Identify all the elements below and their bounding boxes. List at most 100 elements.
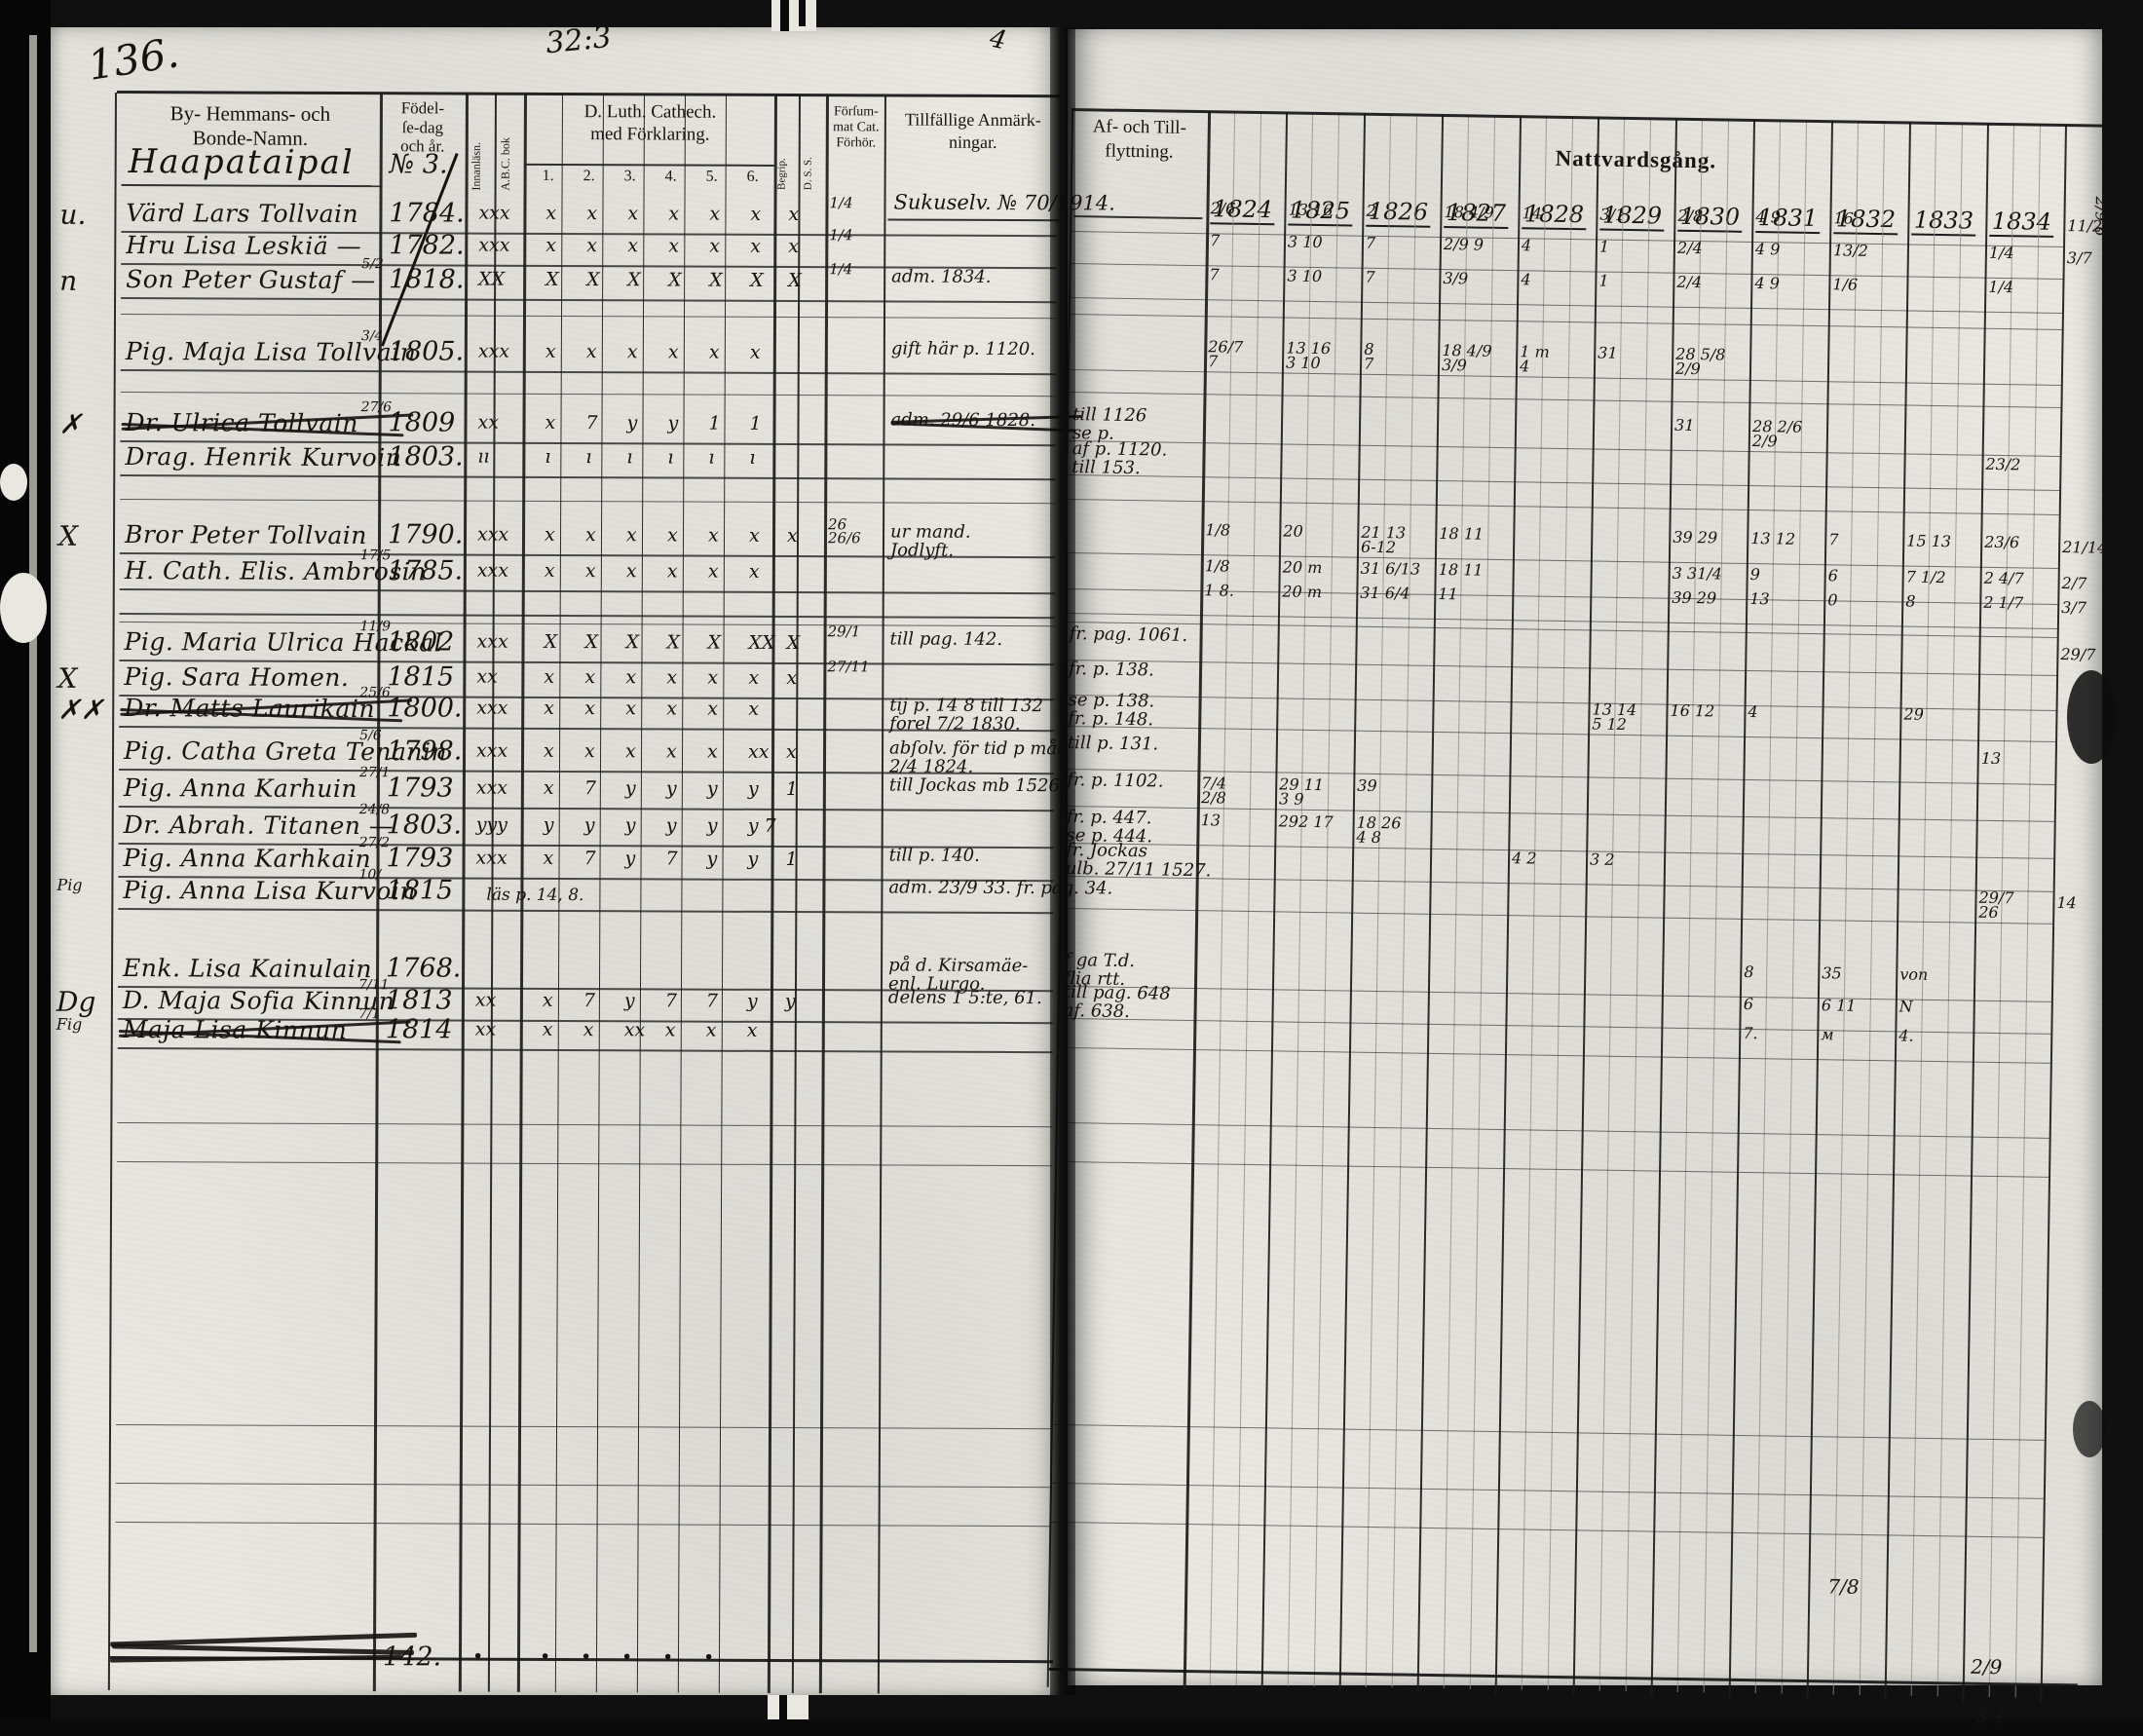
- communion-mark: 1 8.: [1204, 581, 1235, 600]
- header-flyttning-column: Af- och Till- flyttning.: [1092, 116, 1187, 163]
- communion-mark: 3/9: [1443, 269, 1469, 288]
- communion-mark: 1 m 4: [1519, 342, 1550, 376]
- grid-line-vertical: [1338, 113, 1367, 1692]
- grid-line-vertical: [1183, 111, 1212, 1690]
- binding-clip-bottom: [768, 1695, 808, 1719]
- communion-mark: 3 10: [1287, 266, 1323, 286]
- migration-text: till p. 131.: [1067, 733, 1159, 755]
- row-underline: [1071, 297, 2062, 314]
- row-underline: [1065, 659, 2057, 676]
- communion-mark: von: [1899, 964, 1929, 984]
- communion-mark: 20 m: [1282, 582, 1323, 602]
- communion-mark: 28 2/6 2/9: [1751, 417, 1803, 451]
- communion-mark: 13 16: [1288, 200, 1334, 220]
- communion-mark: 28 5/8 2/9: [1674, 344, 1726, 379]
- communion-mark: 20: [1283, 521, 1303, 541]
- migration-text: fr. pag. 1061.: [1069, 623, 1188, 646]
- grid-line-faint: [1910, 122, 1937, 1696]
- stray-pen-mark: 7/8: [1827, 1574, 1860, 1599]
- communion-mark: 2/6: [1210, 199, 1236, 218]
- communion-mark: 16 12: [1670, 700, 1715, 721]
- row-underline: [1071, 263, 2063, 281]
- migration-text: af p. 1120. till 153.: [1072, 438, 1168, 479]
- stray-pen-mark: 2/9: [1970, 1654, 2003, 1679]
- communion-mark: 29/7 26: [1978, 887, 2014, 923]
- binding-gap-shadow: [1050, 27, 1075, 1695]
- communion-mark: 7 1/2: [1905, 567, 1946, 587]
- communion-mark: 2/9 9: [1443, 235, 1485, 254]
- grid-line-faint: [1391, 114, 1418, 1688]
- grid-line-vertical: [2040, 125, 2067, 1703]
- communion-mark: 13 16 3 10: [1285, 338, 1332, 373]
- empty-row-line: [1070, 314, 2062, 330]
- edge-mark: 29/7: [2060, 645, 2096, 664]
- communion-mark: 3/1: [1599, 205, 1626, 224]
- communion-mark: 8 7: [1363, 339, 1374, 374]
- binding-clip-top: [771, 0, 816, 31]
- scan-left-edge-streak: [29, 35, 37, 1652]
- communion-mark: 4 9: [1754, 274, 1781, 293]
- edge-mark: 2/7: [2061, 574, 2087, 593]
- communion-mark: 7.: [1743, 1023, 1758, 1043]
- communion-mark: 31 6/4: [1360, 583, 1410, 603]
- grid-line-faint: [1625, 118, 1652, 1692]
- communion-mark: 2/4: [1676, 238, 1703, 258]
- binding-clip-bottom-bar: [779, 1695, 787, 1719]
- communion-mark: 4.: [1899, 1026, 1914, 1045]
- communion-mark: 39: [1357, 775, 1377, 796]
- communion-mark: 15 13: [1906, 531, 1952, 551]
- row-underline: [1065, 612, 2057, 629]
- communion-mark: 4 2: [1511, 849, 1537, 868]
- row-underline: [1068, 473, 2060, 491]
- communion-mark: 1: [1598, 237, 1610, 256]
- migration-text: fr. p. 1102.: [1067, 770, 1164, 792]
- communion-mark: 8: [1905, 591, 1916, 611]
- grid-line-vertical: [1572, 117, 1600, 1696]
- communion-mark: 7: [1365, 233, 1376, 252]
- communion-mark: 18 26 4 8: [1356, 812, 1402, 848]
- communion-mark: 26/7 7: [1207, 337, 1244, 371]
- row-underline: [1064, 725, 2056, 742]
- communion-mark: 1/8: [1204, 556, 1230, 576]
- communion-mark: 16: [1833, 208, 1854, 228]
- communion-mark: 4: [1748, 701, 1758, 722]
- empty-row-line: [1057, 1160, 2049, 1178]
- grid-line-vertical: [1494, 116, 1523, 1695]
- communion-mark: м: [1821, 1025, 1834, 1044]
- communion-mark: 292 17: [1278, 811, 1334, 832]
- communion-mark: 6: [1827, 566, 1839, 585]
- communion-mark: 8: [1744, 962, 1754, 982]
- edge-mark: 3/7: [2066, 248, 2092, 268]
- edge-mark: 21/14: [2062, 538, 2108, 557]
- table-bottom-border: [1048, 1667, 2078, 1687]
- scan-right-smudge-2: [2073, 1401, 2106, 1457]
- communion-mark: 3 31/4: [1672, 563, 1723, 584]
- scan-right-smudge-1: [2067, 670, 2116, 764]
- communion-mark: 6: [1743, 994, 1754, 1014]
- communion-mark: 13: [1749, 588, 1770, 609]
- communion-mark: 1: [1598, 271, 1609, 290]
- communion-mark: 14: [1522, 204, 1543, 223]
- grid-line-faint: [2014, 124, 2042, 1698]
- stray-pen-mark: 27/14 2/9 6: [2091, 196, 2129, 243]
- year-label: 1834: [1989, 207, 2054, 238]
- edge-mark: 14: [2056, 892, 2077, 913]
- communion-mark: 3 2: [1589, 849, 1615, 869]
- communion-mark: 18 4/9: [1444, 203, 1494, 222]
- year-label: 1833: [1911, 206, 1976, 237]
- communion-mark: 4 9: [1755, 208, 1782, 227]
- communion-mark: 4: [1521, 270, 1531, 289]
- communion-mark: 7: [1209, 231, 1221, 250]
- communion-mark: 21 13 6-12: [1360, 522, 1407, 557]
- communion-mark: 7/4 2/8: [1200, 774, 1227, 808]
- grid-line-faint: [1754, 120, 1782, 1694]
- communion-mark: 1/4: [1988, 243, 2014, 263]
- communion-mark: 23/6: [1984, 532, 2020, 552]
- grid-line-faint: [1781, 120, 1808, 1694]
- communion-mark: N: [1899, 997, 1913, 1016]
- communion-mark: 13: [1200, 811, 1222, 830]
- flytt-underline: [1073, 215, 1203, 220]
- left-page-paper: [51, 27, 1064, 1695]
- communion-mark: 2: [1366, 201, 1376, 220]
- row-underline: [1058, 1046, 2050, 1064]
